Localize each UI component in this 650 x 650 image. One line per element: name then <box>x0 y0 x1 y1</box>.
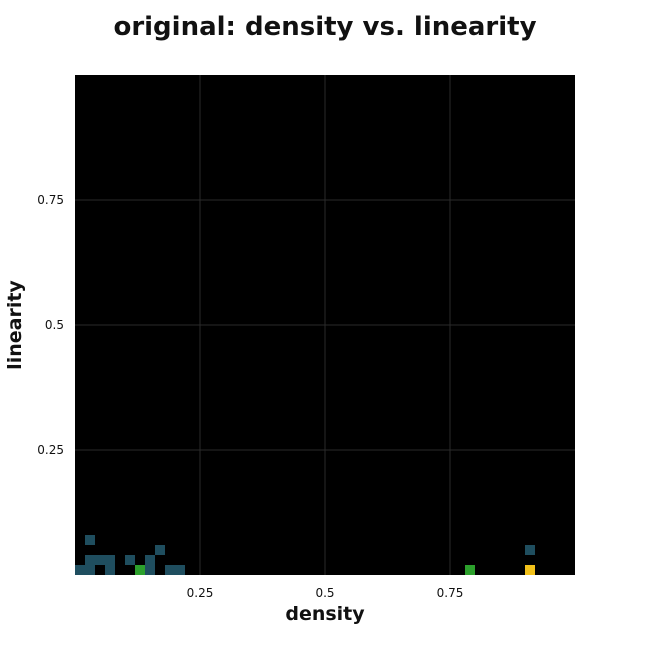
heatmap-cell <box>525 545 535 555</box>
heatmap-cell <box>125 555 135 565</box>
heatmap-cell <box>75 565 85 575</box>
x-tick-labels: 0.25 0.5 0.75 <box>187 586 464 600</box>
heatmap-cell <box>85 555 95 565</box>
x-axis-label: density <box>285 603 365 625</box>
heatmap-cell <box>525 565 535 575</box>
heatmap-cell <box>155 545 165 555</box>
x-tick-label: 0.25 <box>187 586 214 600</box>
x-tick-label: 0.5 <box>315 586 334 600</box>
y-axis-label: linearity <box>4 280 26 370</box>
heatmap-cell <box>165 565 175 575</box>
heatmap-cells <box>75 535 535 575</box>
y-tick-labels: 0.25 0.5 0.75 <box>37 193 64 457</box>
heatmap-cell <box>85 535 95 545</box>
heatmap-cell <box>105 565 115 575</box>
y-tick-label: 0.5 <box>45 318 64 332</box>
grid-lines <box>75 75 575 575</box>
heatmap-cell <box>85 565 95 575</box>
y-tick-label: 0.75 <box>37 193 64 207</box>
heatmap-cell <box>145 565 155 575</box>
y-tick-label: 0.25 <box>37 443 64 457</box>
heatmap-cell <box>465 565 475 575</box>
heatmap-cell <box>145 555 155 565</box>
heatmap-cell <box>95 555 105 565</box>
chart-title: original: density vs. linearity <box>113 12 537 42</box>
heatmap-cell <box>105 555 115 565</box>
heatmap-cell <box>175 565 185 575</box>
heatmap-cell <box>135 565 145 575</box>
x-tick-label: 0.75 <box>437 586 464 600</box>
